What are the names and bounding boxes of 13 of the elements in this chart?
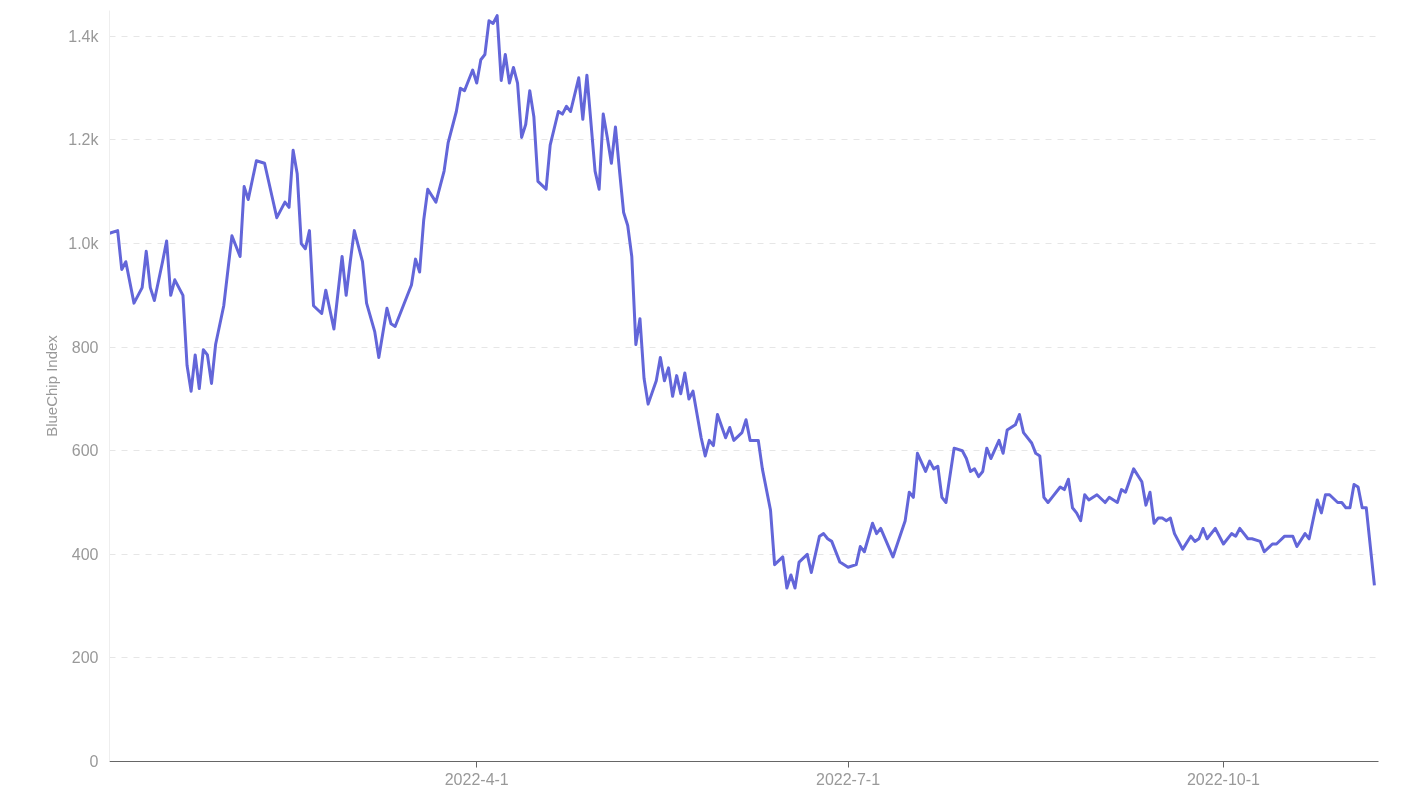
y-tick-label: 400 xyxy=(71,545,99,563)
y-tick-label: 1.2k xyxy=(68,131,100,149)
y-tick-label: 800 xyxy=(71,338,99,356)
y-tick-label: 1.0k xyxy=(68,235,100,253)
x-tick-label: 2022-7-1 xyxy=(816,770,881,788)
y-tick-label: 1.4k xyxy=(68,27,100,45)
x-tick-label: 2022-4-1 xyxy=(444,770,509,788)
y-tick-label: 200 xyxy=(71,649,99,667)
y-tick-label: 600 xyxy=(71,442,99,460)
y-tick-label: 0 xyxy=(89,753,99,770)
x-tick-label: 2022-10-1 xyxy=(1186,770,1261,788)
y-axis-title: BlueChip Index xyxy=(43,334,61,437)
line-series xyxy=(109,14,1376,590)
